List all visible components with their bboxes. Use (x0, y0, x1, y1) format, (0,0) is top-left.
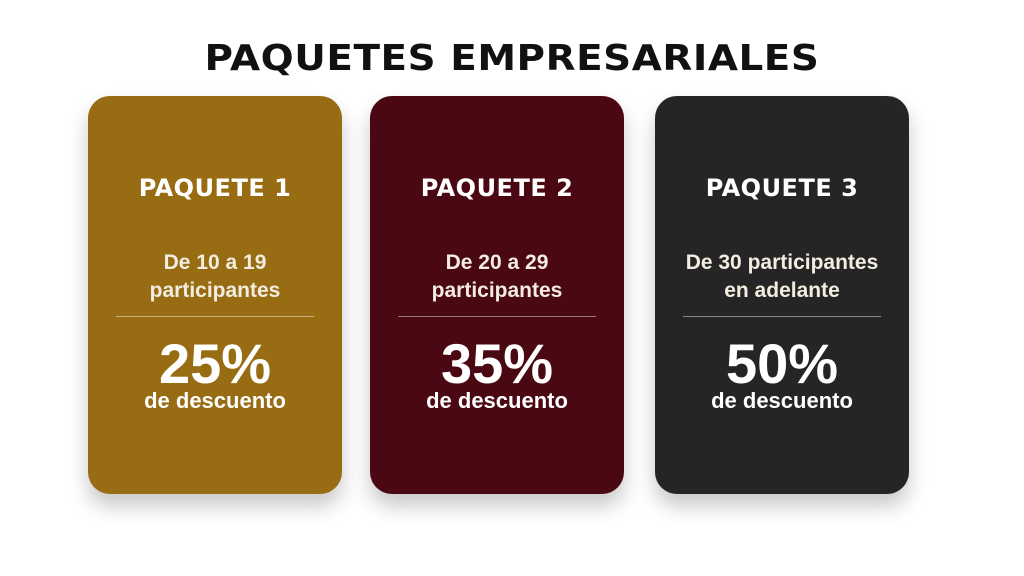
package-title: PAQUETE 2 (420, 174, 574, 202)
discount-label: de descuento (144, 388, 286, 413)
package-card-3: PAQUETE 3 De 30 participantes en adelante… (655, 96, 909, 494)
discount-percent: 50% (725, 332, 839, 395)
discount-percent: 35% (440, 332, 554, 395)
divider (116, 316, 314, 317)
package-participants: De 20 a 29 participantes (370, 249, 624, 305)
package-title: PAQUETE 1 (138, 174, 292, 202)
package-participants: De 30 participantes en adelante (655, 249, 909, 305)
package-card-2: PAQUETE 2 De 20 a 29 participantes 35% de… (370, 96, 624, 494)
participants-line-1: De 20 a 29 (445, 251, 549, 274)
participants-line-2: participantes (149, 279, 281, 302)
participants-line-1: De 10 a 19 (163, 251, 267, 274)
participants-line-2: participantes (431, 279, 563, 302)
discount-label: de descuento (426, 388, 568, 413)
discount-label: de descuento (711, 388, 853, 413)
package-title: PAQUETE 3 (705, 174, 859, 202)
divider (683, 316, 881, 317)
package-card-1: PAQUETE 1 De 10 a 19 participantes 25% de… (88, 96, 342, 494)
discount-percent: 25% (158, 332, 272, 395)
page-title: PAQUETES EMPRESARIALES (204, 38, 820, 79)
participants-line-2: en adelante (724, 279, 840, 302)
divider (398, 316, 596, 317)
package-participants: De 10 a 19 participantes (88, 249, 342, 305)
participants-line-1: De 30 participantes (685, 251, 879, 274)
